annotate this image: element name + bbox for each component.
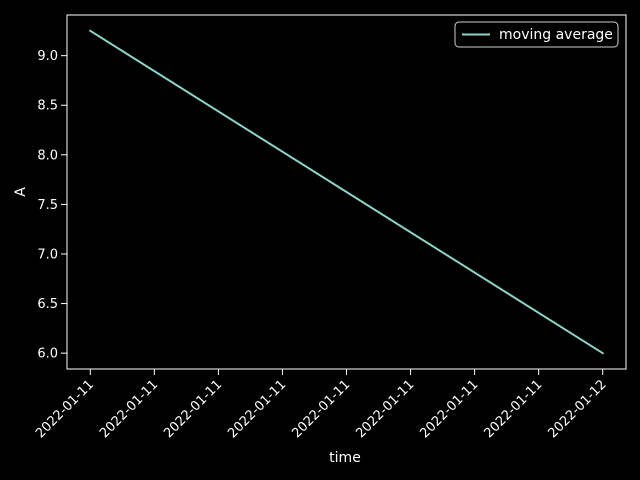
y-axis: 6.0 6.5 7.0 7.5 8.0 8.5 9.0 (37, 49, 67, 362)
x-axis-label: time (329, 450, 361, 466)
y-axis-label: A (13, 187, 29, 197)
legend: moving average (454, 21, 619, 48)
y-tick-label: 6.0 (37, 347, 58, 362)
series-line-moving-average (88, 29, 605, 355)
series-layer (88, 29, 605, 355)
y-tick-label: 8.5 (37, 99, 58, 114)
legend-box (454, 21, 619, 48)
y-tick-label: 9.0 (37, 49, 58, 64)
y-tick-label: 7.0 (37, 247, 58, 262)
y-tick-label: 6.5 (37, 297, 58, 312)
y-tick-label: 7.5 (37, 198, 58, 213)
legend-label-moving-average: moving average (499, 27, 613, 43)
y-tick-label: 8.0 (37, 148, 58, 163)
